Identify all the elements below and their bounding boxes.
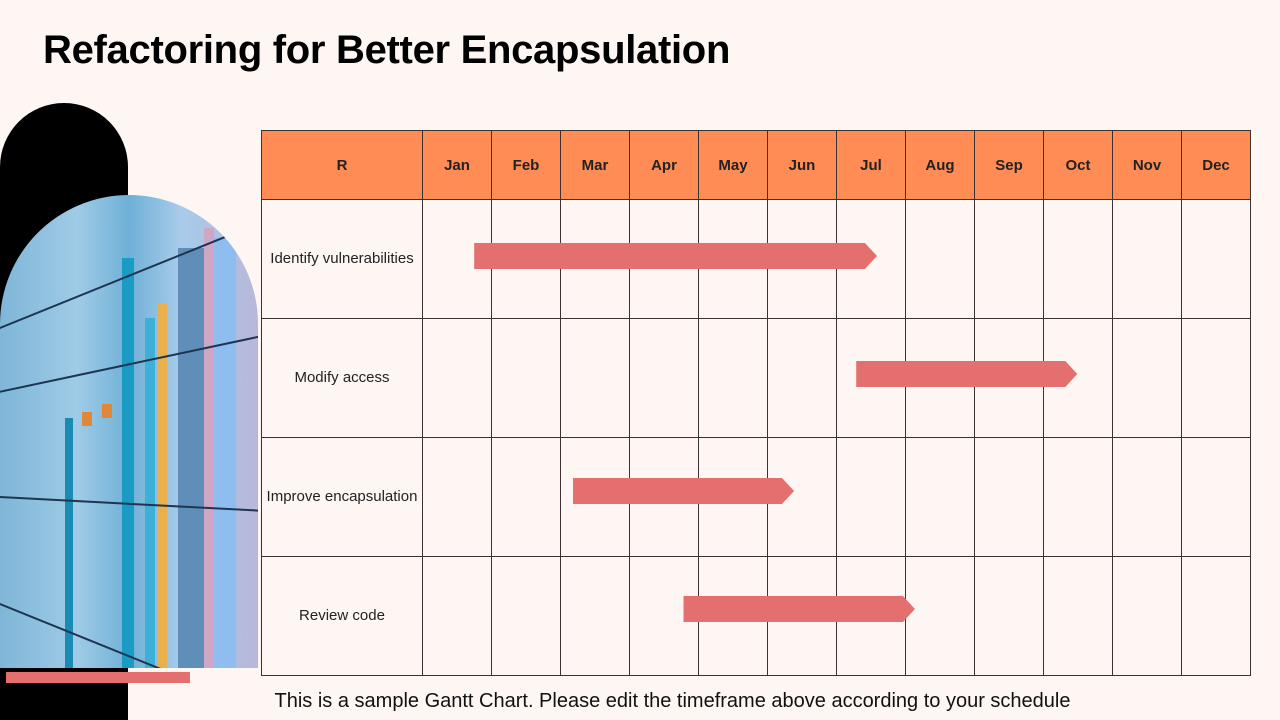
month-cell xyxy=(974,199,1044,319)
task-label: Improve encapsulation xyxy=(261,437,423,557)
month-header-aug: Aug xyxy=(905,130,975,200)
month-cell xyxy=(1181,199,1251,319)
month-cell xyxy=(422,437,492,557)
month-cell xyxy=(1112,199,1182,319)
month-cell xyxy=(1043,437,1113,557)
month-cell xyxy=(1043,318,1113,438)
month-cell xyxy=(974,556,1044,676)
month-cell xyxy=(905,556,975,676)
task-row: Improve encapsulation xyxy=(261,437,1251,557)
month-cell xyxy=(491,437,561,557)
month-cell xyxy=(422,556,492,676)
month-cell xyxy=(560,318,630,438)
month-cell xyxy=(836,437,906,557)
task-label: Modify access xyxy=(261,318,423,438)
month-cell xyxy=(767,318,837,438)
month-cell xyxy=(491,318,561,438)
month-cell xyxy=(1043,556,1113,676)
accent-bar xyxy=(6,672,190,683)
month-cell xyxy=(422,318,492,438)
month-header-apr: Apr xyxy=(629,130,699,200)
month-cell xyxy=(491,556,561,676)
month-cell xyxy=(767,437,837,557)
month-cell xyxy=(560,556,630,676)
month-header-may: May xyxy=(698,130,768,200)
month-cell xyxy=(836,556,906,676)
month-header-feb: Feb xyxy=(491,130,561,200)
month-cell xyxy=(836,199,906,319)
month-header-jan: Jan xyxy=(422,130,492,200)
page-title: Refactoring for Better Encapsulation xyxy=(43,28,731,72)
month-cell xyxy=(1181,318,1251,438)
gantt-table: R Jan Feb Mar Apr May Jun Jul Aug Sep Oct Nov Dec I… xyxy=(261,130,1251,676)
month-cell xyxy=(560,437,630,557)
chart-photo-image xyxy=(0,195,258,668)
month-header-dec: Dec xyxy=(1181,130,1251,200)
month-cell xyxy=(629,318,699,438)
month-header-oct: Oct xyxy=(1043,130,1113,200)
header-row: R Jan Feb Mar Apr May Jun Jul Aug Sep Oct Nov Dec xyxy=(261,130,1251,200)
month-header-mar: Mar xyxy=(560,130,630,200)
month-cell xyxy=(629,199,699,319)
task-row: Review code xyxy=(261,556,1251,676)
task-label: Review code xyxy=(261,556,423,676)
month-cell xyxy=(767,556,837,676)
month-cell xyxy=(1112,437,1182,557)
month-cell xyxy=(767,199,837,319)
month-cell xyxy=(1181,556,1251,676)
month-header-jun: Jun xyxy=(767,130,837,200)
month-cell xyxy=(698,199,768,319)
month-header-nov: Nov xyxy=(1112,130,1182,200)
header-first-cell: R xyxy=(261,130,423,200)
task-label: Identify vulnerabilities xyxy=(261,199,423,319)
month-cell xyxy=(491,199,561,319)
month-cell xyxy=(698,437,768,557)
month-cell xyxy=(974,318,1044,438)
month-cell xyxy=(629,556,699,676)
month-cell xyxy=(698,556,768,676)
month-cell xyxy=(560,199,630,319)
month-header-sep: Sep xyxy=(974,130,1044,200)
month-cell xyxy=(422,199,492,319)
month-cell xyxy=(629,437,699,557)
month-cell xyxy=(905,199,975,319)
footer-note: This is a sample Gantt Chart. Please edi… xyxy=(274,690,1071,712)
task-row: Modify access xyxy=(261,318,1251,438)
month-cell xyxy=(905,318,975,438)
month-cell xyxy=(1043,199,1113,319)
task-row: Identify vulnerabilities xyxy=(261,199,1251,319)
month-cell xyxy=(1112,556,1182,676)
month-cell xyxy=(974,437,1044,557)
month-cell xyxy=(1112,318,1182,438)
month-cell xyxy=(1181,437,1251,557)
month-cell xyxy=(836,318,906,438)
month-header-jul: Jul xyxy=(836,130,906,200)
month-cell xyxy=(698,318,768,438)
month-cell xyxy=(905,437,975,557)
